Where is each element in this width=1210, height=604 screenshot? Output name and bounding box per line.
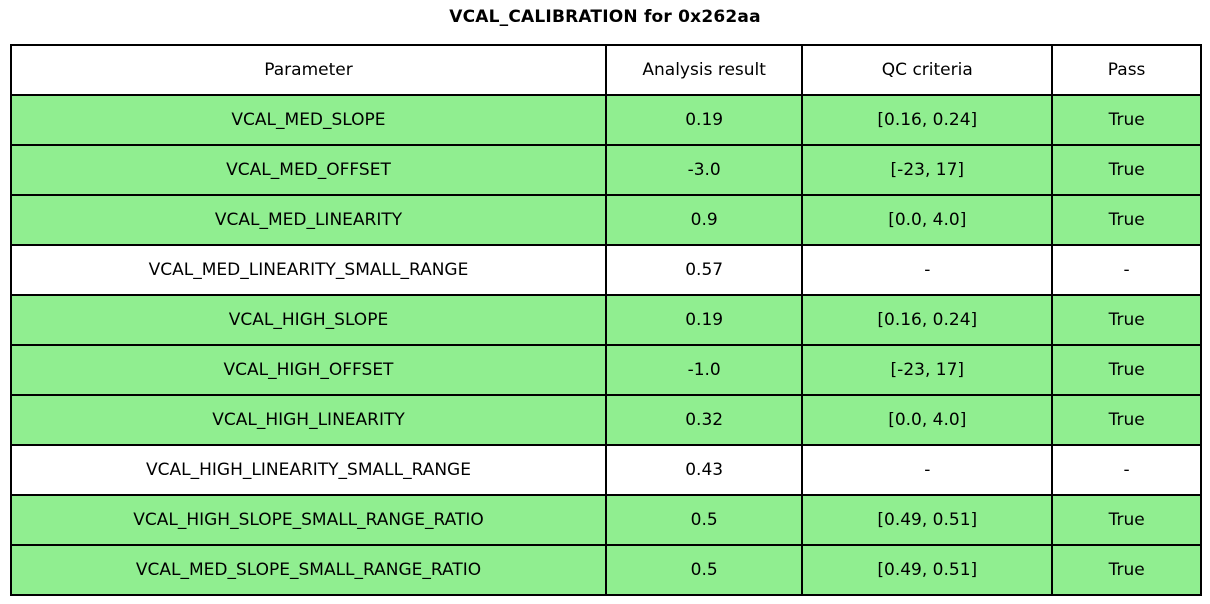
table-row: VCAL_MED_LINEARITY_SMALL_RANGE 0.57- -	[10, 244, 1202, 296]
pass-cell: True	[1051, 194, 1202, 246]
analysis-result-cell: -3.0	[604, 144, 804, 196]
pass-cell: True	[1051, 394, 1202, 446]
analysis-result-cell: 0.19	[604, 94, 804, 146]
pass-cell: True	[1051, 544, 1202, 596]
table-row: VCAL_HIGH_LINEARITY 0.32 [0.0, 4.0] True	[10, 394, 1202, 446]
analysis-result-cell: 0.9	[604, 194, 804, 246]
analysis-result-cell: 0.5	[604, 494, 804, 546]
analysis-result-cell: 0.19	[604, 294, 804, 346]
qc-criteria-cell: -	[801, 444, 1054, 496]
qc-table: Parameter Analysis result QC criteria Pa…	[10, 44, 1202, 596]
pass-cell: True	[1051, 94, 1202, 146]
analysis-result-cell: 0.43	[604, 444, 804, 496]
qc-criteria-cell: [0.49, 0.51]	[801, 494, 1054, 546]
analysis-result-cell: 0.5	[604, 544, 804, 596]
table-row: VCAL_HIGH_SLOPE 0.19 [0.16, 0.24] True	[10, 294, 1202, 346]
analysis-result-cell: -1.0	[604, 344, 804, 396]
column-header-qc-criteria: QC criteria	[801, 44, 1054, 96]
analysis-result-cell: 0.57	[604, 244, 804, 296]
parameter-cell: VCAL_HIGH_SLOPE_SMALL_RANGE_RATIO	[10, 494, 607, 546]
table-row: VCAL_HIGH_LINEARITY_SMALL_RANGE 0.43- -	[10, 444, 1202, 496]
table-row: VCAL_HIGH_SLOPE_SMALL_RANGE_RATIO 0.5 [0.4…	[10, 494, 1202, 546]
column-header-parameter: Parameter	[10, 44, 607, 96]
table-body: VCAL_MED_SLOPE 0.19 [0.16, 0.24] True VCAL_M…	[10, 94, 1202, 596]
qc-criteria-cell: [0.49, 0.51]	[801, 544, 1054, 596]
pass-cell: True	[1051, 144, 1202, 196]
parameter-cell: VCAL_HIGH_LINEARITY	[10, 394, 607, 446]
table-row: VCAL_HIGH_OFFSET -1.0 [-23, 17] True	[10, 344, 1202, 396]
parameter-cell: VCAL_MED_SLOPE_SMALL_RANGE_RATIO	[10, 544, 607, 596]
table-row: VCAL_MED_SLOPE 0.19 [0.16, 0.24] True	[10, 94, 1202, 146]
pass-cell: True	[1051, 344, 1202, 396]
pass-cell: -	[1051, 444, 1202, 496]
table-row: VCAL_MED_OFFSET -3.0 [-23, 17] True	[10, 144, 1202, 196]
pass-cell: -	[1051, 244, 1202, 296]
table-row: VCAL_MED_LINEARITY 0.9 [0.0, 4.0] True	[10, 194, 1202, 246]
qc-criteria-cell: [0.16, 0.24]	[801, 94, 1054, 146]
parameter-cell: VCAL_HIGH_OFFSET	[10, 344, 607, 396]
page-title: VCAL_CALIBRATION for 0x262aa	[449, 7, 761, 27]
parameter-cell: VCAL_MED_SLOPE	[10, 94, 607, 146]
column-header-pass: Pass	[1051, 44, 1202, 96]
table-header-row: Parameter Analysis result QC criteria Pa…	[10, 44, 1202, 96]
table-row: VCAL_MED_SLOPE_SMALL_RANGE_RATIO 0.5 [0.49…	[10, 544, 1202, 596]
qc-criteria-cell: [0.0, 4.0]	[801, 394, 1054, 446]
pass-cell: True	[1051, 294, 1202, 346]
qc-criteria-cell: [-23, 17]	[801, 344, 1054, 396]
qc-criteria-cell: -	[801, 244, 1054, 296]
parameter-cell: VCAL_MED_LINEARITY	[10, 194, 607, 246]
parameter-cell: VCAL_HIGH_LINEARITY_SMALL_RANGE	[10, 444, 607, 496]
parameter-cell: VCAL_MED_LINEARITY_SMALL_RANGE	[10, 244, 607, 296]
qc-criteria-cell: [-23, 17]	[801, 144, 1054, 196]
qc-criteria-cell: [0.16, 0.24]	[801, 294, 1054, 346]
parameter-cell: VCAL_HIGH_SLOPE	[10, 294, 607, 346]
qc-criteria-cell: [0.0, 4.0]	[801, 194, 1054, 246]
pass-cell: True	[1051, 494, 1202, 546]
analysis-result-cell: 0.32	[604, 394, 804, 446]
parameter-cell: VCAL_MED_OFFSET	[10, 144, 607, 196]
column-header-analysis-result: Analysis result	[604, 44, 804, 96]
